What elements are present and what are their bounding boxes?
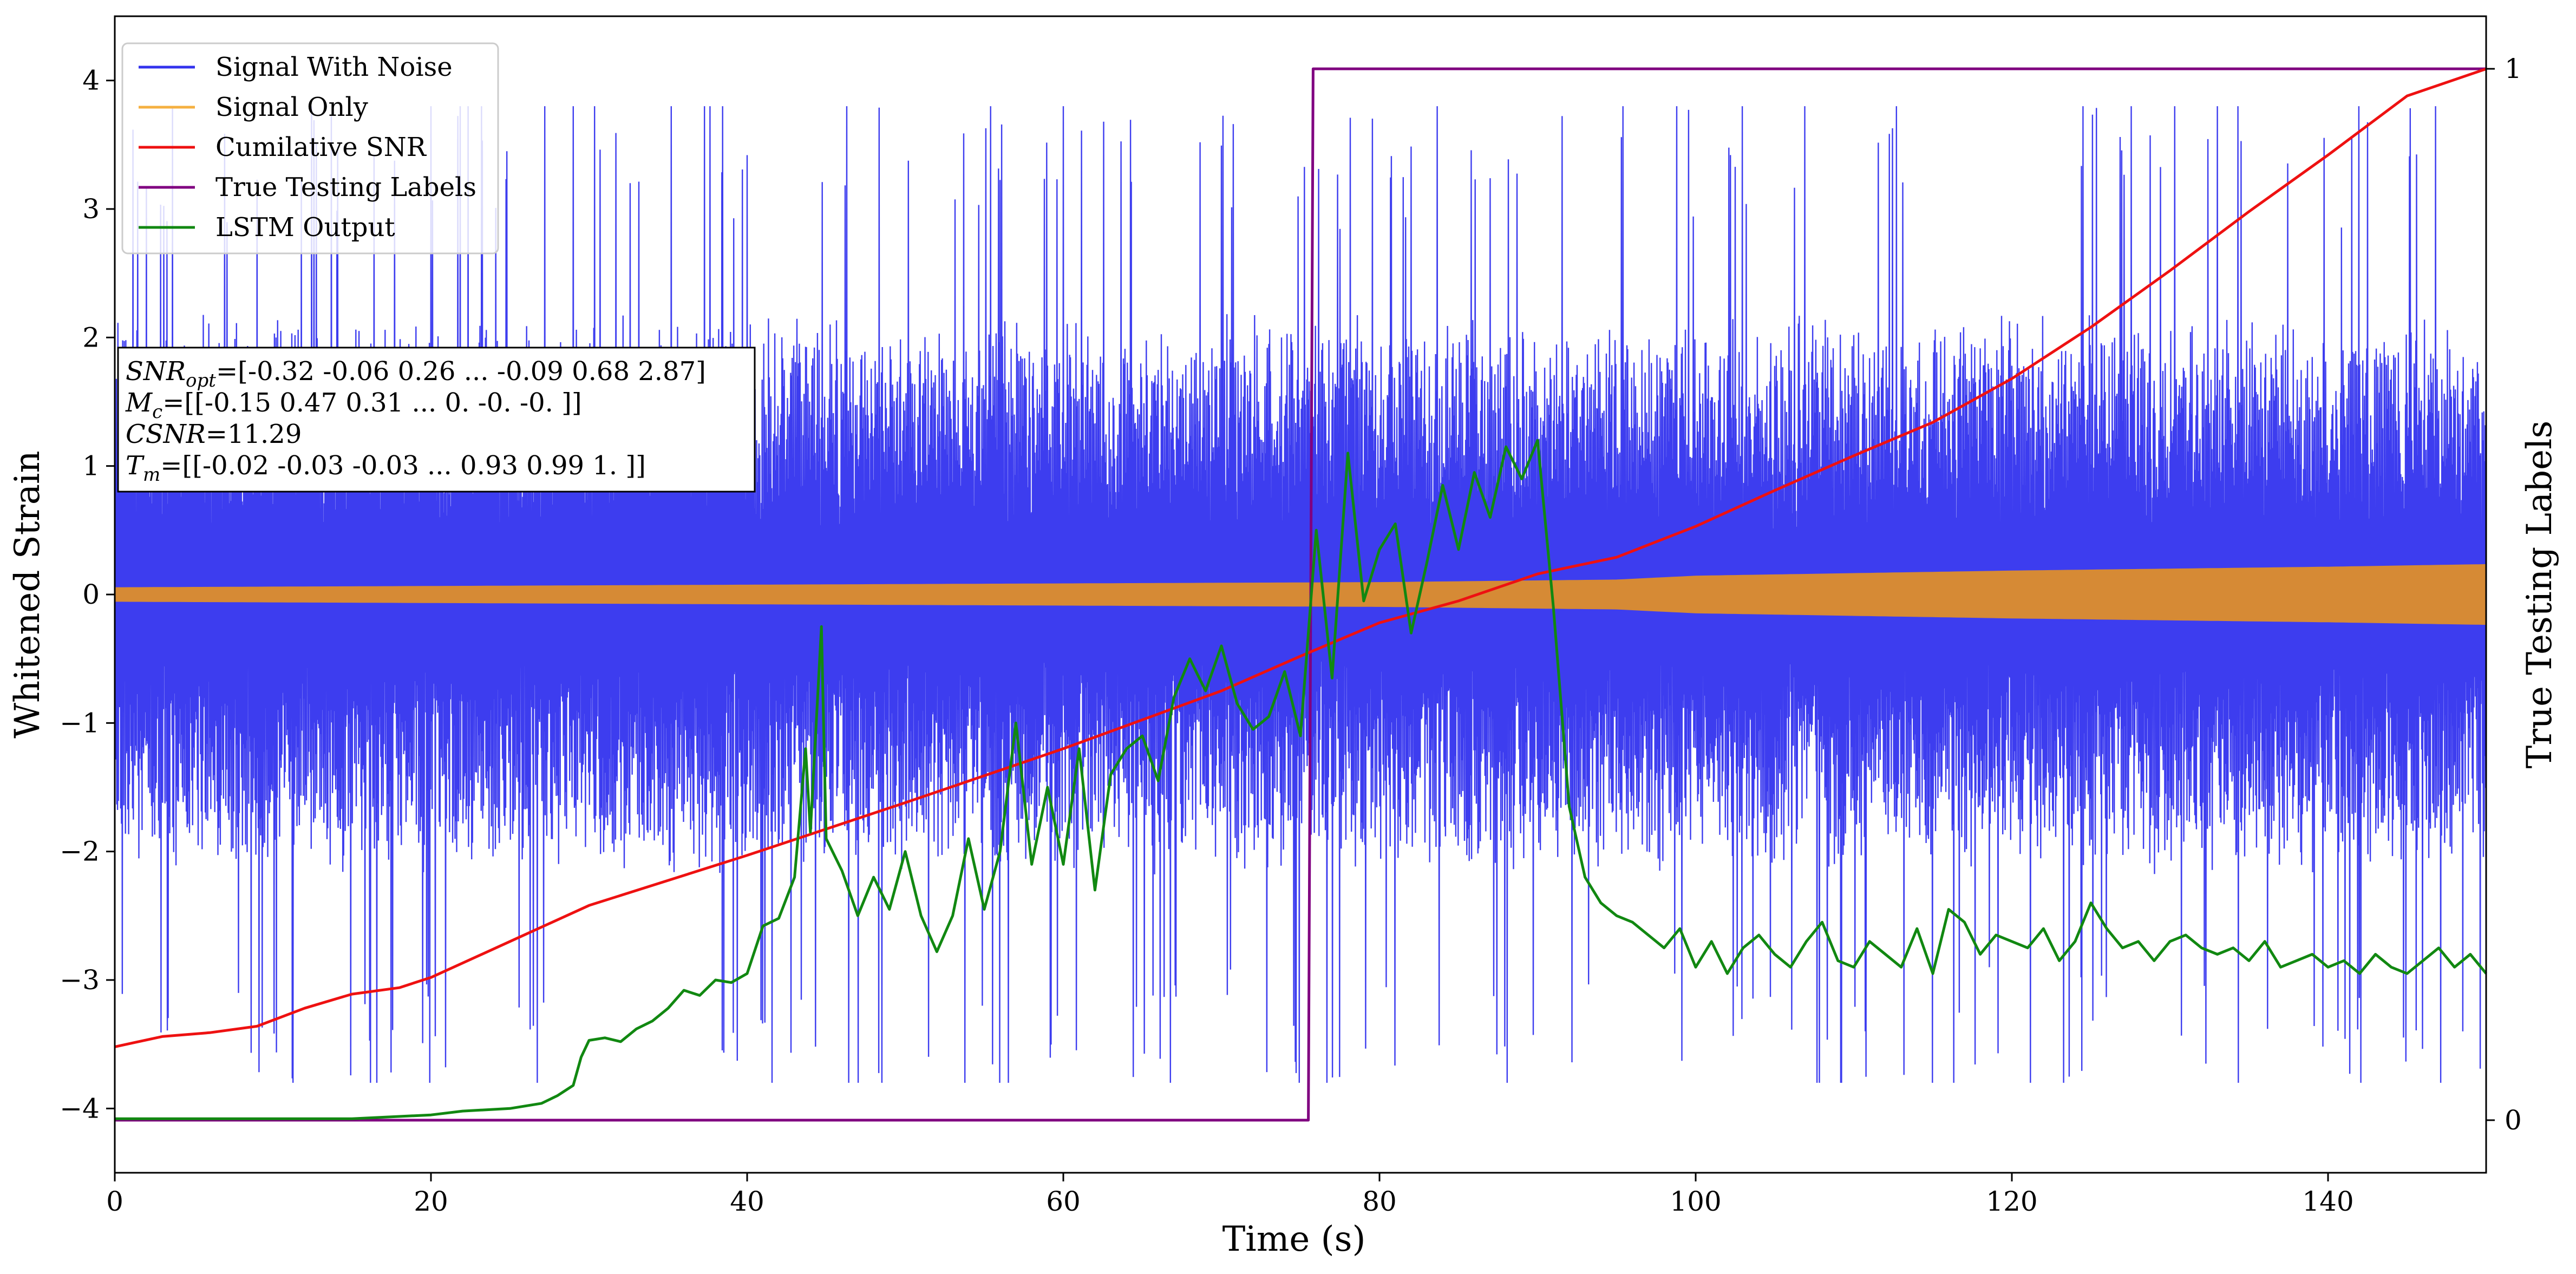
cumulative-snr-line (114, 67, 2487, 1048)
x-tick-label: 60 (1046, 1186, 1081, 1217)
annotation-frame (117, 347, 756, 493)
x-tick-label: 0 (106, 1186, 123, 1217)
y2-axis-label: True Testing Labels (2520, 421, 2560, 769)
x-tick-label: 80 (1362, 1186, 1397, 1217)
y2-tick-label: 1 (2505, 53, 2522, 84)
y-axis-ticks: −4 −3 −2 −1 0 1 2 3 4 (60, 65, 115, 1124)
y-tick-label: 0 (82, 579, 100, 610)
y-axis-label: Whitened Strain (8, 450, 48, 738)
y-tick-label: 1 (82, 450, 100, 482)
line-series-group (114, 67, 2487, 1122)
x-axis-label: Time (s) (1222, 1219, 1366, 1259)
legend-label: LSTM Output (215, 212, 395, 243)
x-tick-label: 100 (1670, 1186, 1721, 1217)
legend: Signal With Noise Signal Only Cumilative S… (121, 42, 499, 254)
x-tick-label: 140 (2302, 1186, 2353, 1217)
x-tick-label: 20 (414, 1186, 448, 1217)
y-tick-label: 4 (82, 65, 100, 96)
annotation-line: Tm=[[-0.02 -0.03 -0.03 ... 0.93 0.99 1. … (126, 450, 646, 486)
y-tick-label: −2 (60, 836, 100, 867)
y-tick-label: −4 (60, 1093, 100, 1124)
legend-label: Signal With Noise (215, 52, 453, 82)
y2-tick-label: 0 (2505, 1105, 2522, 1136)
legend-label: Signal Only (215, 92, 368, 122)
y-tick-label: 3 (82, 193, 100, 225)
annotation-line: SNRopt=[-0.32 -0.06 0.26 ... -0.09 0.68 … (126, 356, 706, 391)
legend-frame (121, 42, 499, 254)
y-tick-label: −1 (60, 707, 100, 739)
annotation-line: Mc=[[-0.15 0.47 0.31 ... 0. -0. -0. ]] (125, 388, 582, 423)
legend-label: True Testing Labels (215, 172, 476, 202)
lstm-output-line (115, 439, 2487, 1120)
legend-label: Cumilative SNR (215, 132, 427, 162)
x-tick-label: 40 (730, 1186, 764, 1217)
x-axis-ticks: 0 20 40 60 80 100 120 140 (106, 1173, 2354, 1217)
annotation-line: CSNR=11.29 (126, 419, 302, 449)
y2-axis-ticks: 01 (2486, 53, 2522, 1136)
annotation-box: SNRopt=[-0.32 -0.06 0.26 ... -0.09 0.68 … (117, 347, 756, 493)
x-tick-label: 120 (1986, 1186, 2037, 1217)
y-tick-label: −3 (60, 964, 100, 996)
y-tick-label: 2 (82, 322, 100, 353)
